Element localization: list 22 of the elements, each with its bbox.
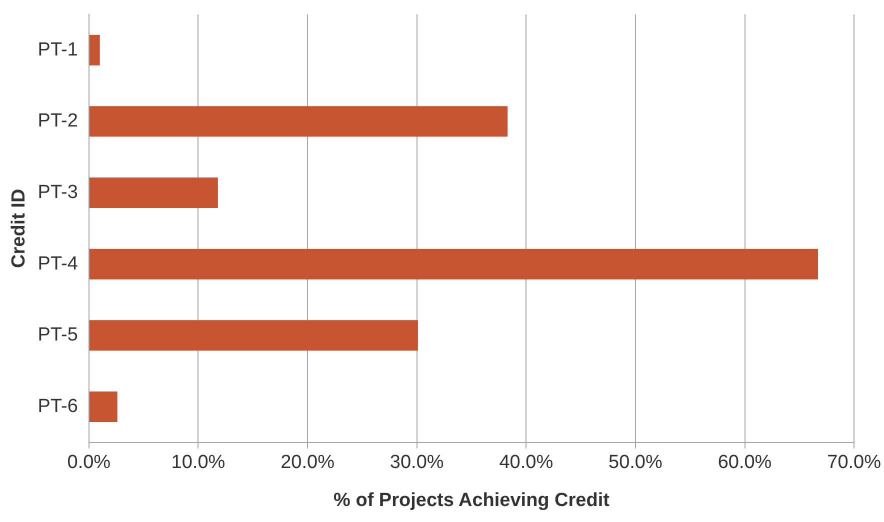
- x-tick-label: 60.0%: [718, 452, 772, 474]
- x-tick-label: 0.0%: [67, 452, 111, 474]
- bar: [89, 391, 118, 422]
- x-tick-label: 10.0%: [171, 452, 226, 474]
- bar: [89, 177, 218, 208]
- y-tick-label: PT-5: [38, 324, 78, 346]
- x-tick-label: 50.0%: [608, 452, 662, 474]
- bar: [89, 248, 818, 280]
- x-axis-title: % of Projects Achieving Credit: [334, 490, 610, 511]
- bar: [89, 320, 418, 351]
- y-tick-label: PT-3: [38, 182, 78, 203]
- x-tick-label: 20.0%: [280, 452, 335, 474]
- y-axis-title: Credit ID: [8, 188, 30, 268]
- x-tick-label: 30.0%: [390, 452, 444, 474]
- x-tick-label: 40.0%: [499, 452, 554, 474]
- bar: [89, 106, 508, 137]
- y-tick-label: PT-6: [38, 396, 78, 417]
- bar: [89, 34, 100, 66]
- x-tick-label: 70.0%: [827, 452, 882, 474]
- y-tick-label: PT-2: [38, 110, 78, 132]
- y-tick-label: PT-4: [38, 253, 78, 274]
- y-tick-label: PT-1: [38, 39, 78, 60]
